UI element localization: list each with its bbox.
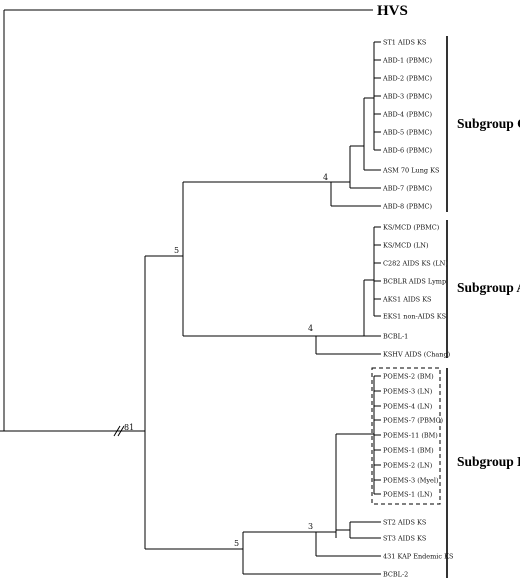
- leaf-label: ABD-7 (PBMC): [382, 184, 433, 192]
- leaf-label: ABD-8 (PBMC): [382, 202, 433, 210]
- bootstrap-ca: 5: [174, 246, 179, 255]
- leaf-label: KSHV AIDS (Chang): [383, 350, 451, 358]
- leaf-label: POEMS-1 (BM): [383, 446, 434, 454]
- leaf-label: ABD-6 (PBMC): [382, 146, 433, 154]
- leaf-label: AKS1 AIDS KS: [382, 295, 432, 303]
- leaf-label: POEMS-4 (LN): [383, 402, 433, 410]
- leaf-label: POEMS-3 (LN): [383, 387, 433, 395]
- leaf-label: POEMS-11 (BM): [383, 431, 438, 439]
- leaf-label: BCBL-2: [383, 570, 408, 578]
- outgroup-label: HVS: [377, 3, 408, 19]
- leaf-labels: ST1 AIDS KS ABD-1 (PBMC) ABD-2 (PBMC) ABD-3…: [382, 38, 453, 578]
- bootstrap-c: 4: [323, 173, 328, 182]
- leaf-label: POEMS-2 (LN): [383, 461, 433, 469]
- leaf-label: EKS1 non-AIDS KS: [383, 312, 446, 320]
- leaf-label: ASM 70 Lung KS: [382, 166, 439, 174]
- leaf-label: BCBL-1: [383, 332, 408, 340]
- bootstrap-b: 5: [234, 539, 239, 548]
- tree-branches: [0, 9, 441, 575]
- break-mark-2: [117, 425, 125, 437]
- subgroup-a-label: Subgroup A: [457, 280, 520, 295]
- leaf-label: KS/MCD (LN): [383, 241, 429, 249]
- leaf-label: POEMS-7 (PBMC): [383, 416, 444, 424]
- leaf-label: BCBLR AIDS Lymp: [383, 277, 446, 285]
- bootstrap-root: 81: [124, 423, 134, 432]
- leaf-label: KS/MCD (PBMC): [383, 223, 440, 231]
- break-mark-1: [113, 425, 121, 437]
- leaf-label: ST1 AIDS KS: [383, 38, 426, 46]
- leaf-label: ST2 AIDS KS: [383, 518, 426, 526]
- poems-dashed-box: [371, 367, 441, 505]
- bootstrap-a: 4: [308, 324, 313, 333]
- subgroup-c-label: Subgroup C: [457, 116, 520, 131]
- leaf-label: 431 KAP Endemic KS: [383, 552, 453, 560]
- leaf-label: ST3 AIDS KS: [383, 534, 426, 542]
- subgroup-b-label: Subgroup B: [457, 454, 520, 469]
- leaf-label: C282 AIDS KS (LN): [383, 259, 448, 267]
- leaf-label: POEMS-1 (LN): [383, 490, 433, 498]
- leaf-label: ABD-5 (PBMC): [382, 128, 433, 136]
- leaf-label: ABD-1 (PBMC): [382, 56, 433, 64]
- bootstrap-b-inner: 3: [308, 522, 313, 531]
- leaf-label: ABD-2 (PBMC): [382, 74, 433, 82]
- leaf-label: ABD-3 (PBMC): [382, 92, 433, 100]
- leaf-label: POEMS-2 (BM): [383, 372, 434, 380]
- leaf-label: ABD-4 (PBMC): [382, 110, 433, 118]
- leaf-label: POEMS-3 (Myel): [383, 476, 439, 484]
